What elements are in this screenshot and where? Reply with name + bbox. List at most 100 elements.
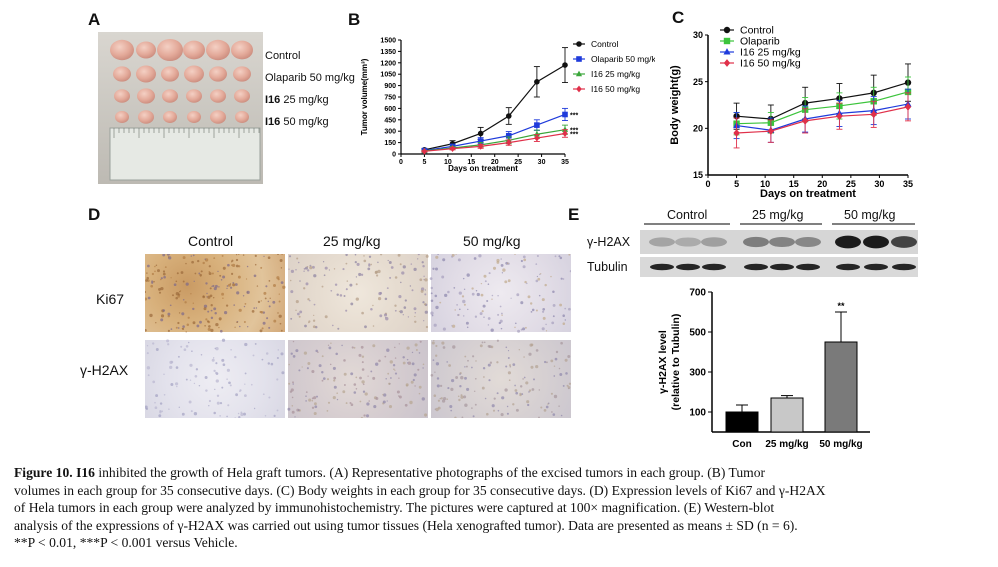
- ihc-cell: [444, 293, 448, 298]
- x-tick-label: 10: [444, 159, 452, 166]
- ihc-cell: [483, 341, 486, 344]
- ihc-cell: [414, 312, 417, 314]
- legend-marker: [575, 70, 583, 77]
- data-point: [561, 126, 569, 132]
- ihc-cell: [181, 412, 185, 416]
- ihc-cell: [359, 376, 362, 380]
- ihc-cell: [501, 272, 504, 274]
- ihc-cell: [318, 364, 322, 368]
- ihc-cell: [490, 328, 494, 332]
- ihc-cell: [215, 379, 219, 383]
- ihc-cell: [518, 349, 520, 351]
- tubulin-band: [864, 263, 888, 271]
- ihc-cell: [253, 274, 257, 278]
- ihc-cell: [221, 338, 226, 342]
- ihc-cell: [202, 295, 205, 298]
- ihc-cell: [157, 269, 160, 273]
- ihc-cell: [550, 275, 552, 278]
- ihc-cell: [471, 287, 474, 290]
- ihc-cell: [394, 276, 398, 279]
- ihc-cell: [323, 274, 326, 277]
- ihc-cell: [160, 314, 165, 318]
- ihc-cell: [306, 367, 309, 370]
- ihc-cell: [216, 394, 220, 397]
- ihc-cell: [326, 410, 329, 412]
- ihc-cell: [187, 316, 190, 319]
- ihc-cell: [245, 278, 248, 280]
- ihc-cell: [462, 315, 465, 317]
- ihc-cell: [471, 292, 475, 296]
- x-tick-label: 0: [399, 159, 403, 166]
- ihc-cell: [397, 254, 401, 257]
- ihc-cell: [278, 300, 281, 303]
- ihc-cell: [464, 366, 466, 368]
- ihc-cell: [441, 275, 445, 279]
- ihc-cell: [336, 398, 339, 401]
- ihc-cell: [523, 258, 527, 262]
- ihc-cell: [298, 315, 301, 318]
- ihc-cell: [182, 325, 185, 328]
- ihc-cell: [235, 254, 238, 256]
- ihc-cell: [382, 400, 386, 404]
- ihc-cell: [487, 317, 491, 320]
- ihc-cell: [199, 320, 202, 324]
- ihc-cell: [193, 382, 196, 385]
- ihc-cell: [451, 324, 456, 328]
- ihc-cell: [162, 254, 166, 257]
- ihc-cell: [251, 310, 255, 313]
- row-label-i16-50-compound: I16: [265, 116, 281, 128]
- ihc-cell: [475, 290, 478, 292]
- ihc-cell: [491, 298, 493, 300]
- ihc-cell: [218, 326, 220, 329]
- ihc-cell: [504, 280, 508, 284]
- ihc-cell: [375, 397, 379, 400]
- tumor-sample: [210, 89, 226, 103]
- caption-figure-label: Figure 10.: [14, 465, 73, 480]
- ihc-cell: [345, 262, 348, 265]
- ihc-cell: [188, 400, 192, 404]
- ihc-cell: [414, 385, 416, 387]
- ihc-cell: [313, 411, 317, 416]
- ihc-cell: [266, 317, 269, 320]
- ihc-cell: [200, 270, 203, 273]
- ihc-cell: [446, 361, 448, 363]
- ihc-cell: [265, 352, 269, 355]
- ihc-cell: [291, 410, 295, 414]
- ihc-cell: [160, 277, 163, 280]
- ihc-cell: [341, 344, 343, 347]
- y-axis-label: γ-H2AX level: [657, 330, 669, 394]
- data-point: [562, 62, 568, 68]
- ihc-cell: [399, 263, 402, 266]
- ihc-cell: [232, 283, 236, 287]
- ihc-cell: [163, 393, 166, 396]
- ihc-cell: [409, 400, 413, 405]
- x-tick-label: 10: [760, 179, 770, 189]
- ihc-cell: [553, 365, 556, 367]
- ihc-cell: [535, 263, 538, 265]
- ihc-cell: [474, 377, 477, 380]
- ihc-cell: [277, 349, 280, 351]
- ihc-cell: [361, 311, 364, 315]
- ihc-cell: [487, 283, 490, 285]
- ihc-col-50: 50 mg/kg: [463, 233, 521, 249]
- legend-marker: [576, 56, 582, 62]
- ihc-cell: [314, 405, 318, 409]
- tumor-sample: [161, 66, 179, 82]
- ihc-cell: [230, 349, 232, 351]
- ihc-cell: [355, 388, 358, 390]
- ihc-cell: [298, 369, 301, 372]
- ihc-cell: [558, 255, 561, 258]
- ihc-cell: [345, 402, 348, 405]
- ihc-gh2ax-50: [431, 340, 571, 418]
- ihc-cell: [237, 275, 241, 279]
- ihc-cell: [406, 346, 410, 350]
- x-tick-label: 35: [561, 159, 569, 166]
- row-label-i16-25: I16 25 mg/kg: [265, 94, 329, 106]
- ihc-cell: [420, 289, 424, 293]
- legend-entry: I16 25 mg/kg: [591, 69, 640, 79]
- ihc-cell: [290, 290, 294, 294]
- ihc-cell: [360, 345, 364, 349]
- ihc-cell: [530, 365, 534, 369]
- ihc-cell: [278, 314, 282, 318]
- ihc-cell: [216, 401, 220, 405]
